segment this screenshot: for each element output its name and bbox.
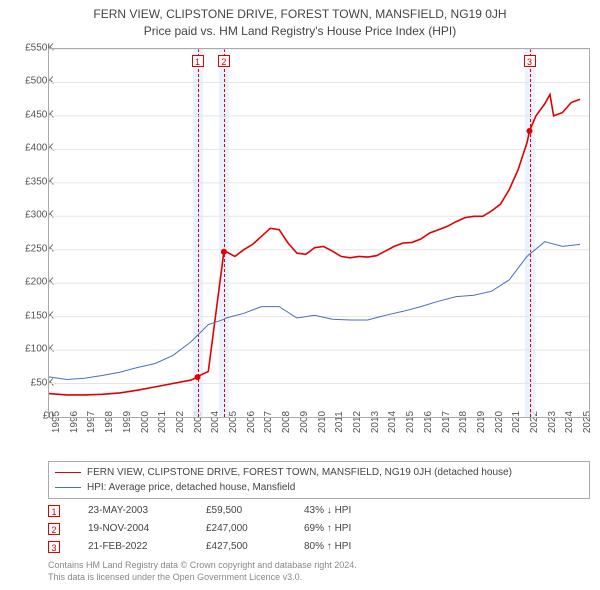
plot-svg bbox=[49, 49, 589, 417]
sale-date-1: 23-MAY-2003 bbox=[88, 502, 178, 520]
legend-row-property: FERN VIEW, CLIPSTONE DRIVE, FOREST TOWN,… bbox=[55, 465, 583, 480]
sale-date-2: 19-NOV-2004 bbox=[88, 520, 178, 538]
sale-date-3: 21-FEB-2022 bbox=[88, 538, 178, 556]
sale-delta-3: 80% ↑ HPI bbox=[304, 538, 351, 556]
sale-marker-2: 2 bbox=[48, 523, 60, 535]
sale-marker-chart: 2 bbox=[218, 55, 230, 67]
plot-area: 1 2 3 bbox=[48, 48, 590, 418]
title-line-2: Price paid vs. HM Land Registry's House … bbox=[0, 23, 600, 40]
title-line-1: FERN VIEW, CLIPSTONE DRIVE, FOREST TOWN,… bbox=[0, 6, 600, 23]
sale-delta-1: 43% ↓ HPI bbox=[304, 502, 351, 520]
legend-swatch-hpi bbox=[55, 487, 81, 488]
chart-container: FERN VIEW, CLIPSTONE DRIVE, FOREST TOWN,… bbox=[0, 0, 600, 590]
legend: FERN VIEW, CLIPSTONE DRIVE, FOREST TOWN,… bbox=[48, 461, 590, 499]
sale-price-1: £59,500 bbox=[206, 502, 276, 520]
sale-delta-2: 69% ↑ HPI bbox=[304, 520, 351, 538]
sale-price-3: £427,500 bbox=[206, 538, 276, 556]
sales-table: 1 23-MAY-2003 £59,500 43% ↓ HPI 2 19-NOV… bbox=[48, 502, 351, 556]
sale-price-2: £247,000 bbox=[206, 520, 276, 538]
sale-marker-chart: 1 bbox=[192, 55, 204, 67]
legend-swatch-property bbox=[55, 472, 81, 474]
sale-marker-3: 3 bbox=[48, 541, 60, 553]
legend-label-property: FERN VIEW, CLIPSTONE DRIVE, FOREST TOWN,… bbox=[87, 465, 512, 480]
attribution: Contains HM Land Registry data © Crown c… bbox=[48, 560, 357, 583]
chart-title: FERN VIEW, CLIPSTONE DRIVE, FOREST TOWN,… bbox=[0, 0, 600, 40]
sales-row-2: 2 19-NOV-2004 £247,000 69% ↑ HPI bbox=[48, 520, 351, 538]
legend-label-hpi: HPI: Average price, detached house, Mans… bbox=[87, 480, 295, 495]
attribution-line-1: Contains HM Land Registry data © Crown c… bbox=[48, 560, 357, 572]
sale-marker-1: 1 bbox=[48, 505, 60, 517]
sales-row-1: 1 23-MAY-2003 £59,500 43% ↓ HPI bbox=[48, 502, 351, 520]
attribution-line-2: This data is licensed under the Open Gov… bbox=[48, 572, 357, 584]
legend-row-hpi: HPI: Average price, detached house, Mans… bbox=[55, 480, 583, 495]
sales-row-3: 3 21-FEB-2022 £427,500 80% ↑ HPI bbox=[48, 538, 351, 556]
sale-marker-chart: 3 bbox=[524, 55, 536, 67]
